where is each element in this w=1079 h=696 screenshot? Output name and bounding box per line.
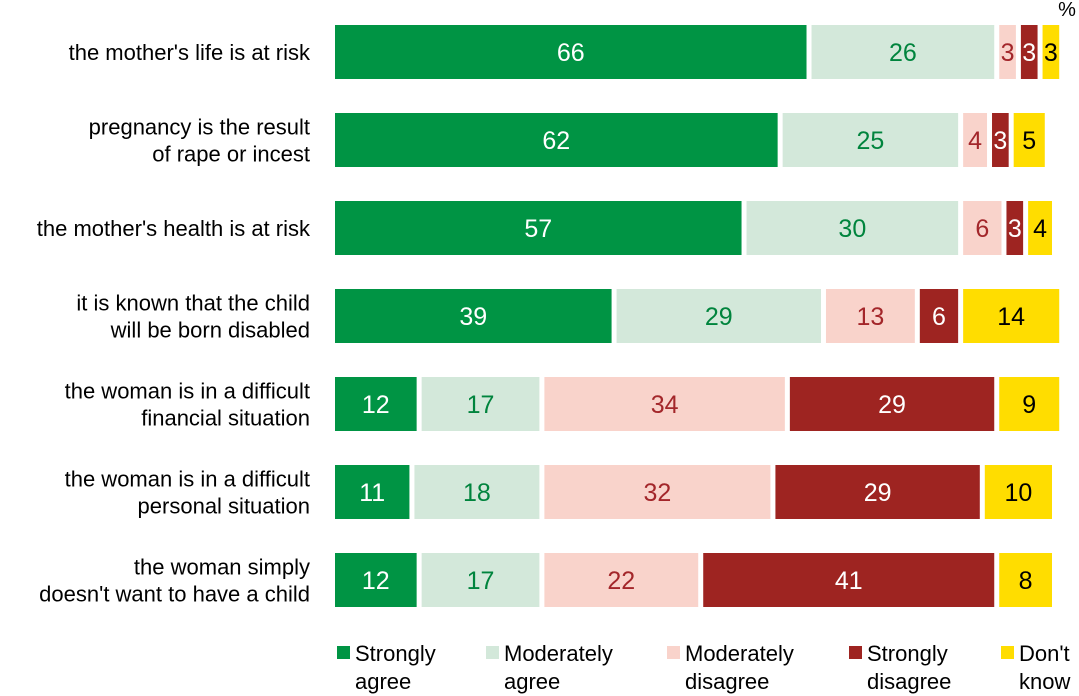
value-label-moderately-agree-row-1: 26 (889, 39, 917, 67)
bar-strongly-disagree-row-4 (919, 289, 959, 343)
value-label-strongly-disagree-row-3: 3 (1008, 215, 1022, 243)
category-labels: the mother's life is at risk pregnancy is… (37, 40, 311, 607)
bar-moderately-agree-row-3 (746, 201, 959, 255)
bar-strongly-disagree-row-2 (992, 113, 1009, 167)
value-label-moderately-agree-row-5: 17 (467, 391, 495, 419)
value-label-moderately-agree-row-4: 29 (705, 303, 733, 331)
legend-label-strongly-agree: Strongly agree (355, 641, 436, 694)
value-label-moderately-disagree-row-1: 3 (1001, 39, 1015, 67)
bar-strongly-agree-row-6 (335, 465, 410, 519)
bar-moderately-disagree-row-2 (963, 113, 988, 167)
bar-moderately-disagree-row-1 (999, 25, 1016, 79)
bar-don-t-know-row-6 (984, 465, 1052, 519)
value-label-strongly-agree-row-2: 62 (542, 127, 570, 155)
bar-moderately-disagree-row-3 (963, 201, 1002, 255)
value-label-moderately-disagree-row-3: 6 (975, 215, 989, 243)
bar-strongly-agree-row-4 (335, 289, 612, 343)
value-label-strongly-disagree-row-1: 3 (1022, 39, 1036, 67)
legend-swatch-moderately-agree (486, 646, 499, 659)
bar-strongly-agree-row-7 (335, 553, 417, 607)
bar-moderately-agree-row-4 (616, 289, 821, 343)
value-label-strongly-disagree-row-7: 41 (835, 567, 863, 595)
bar-don-t-know-row-1 (1042, 25, 1060, 79)
bar-moderately-agree-row-6 (414, 465, 540, 519)
value-label-don-t-know-row-4: 14 (997, 303, 1025, 331)
legend-label-moderately-disagree: Moderately disagree (685, 641, 794, 694)
bar-strongly-agree-row-3 (335, 201, 742, 255)
bar-moderately-agree-row-1 (811, 25, 995, 79)
legend: Strongly agree Moderately agree Moderately di… (337, 641, 1070, 694)
bar-don-t-know-row-2 (1013, 113, 1045, 167)
bar-strongly-disagree-row-7 (703, 553, 995, 607)
bar-strongly-agree-row-1 (335, 25, 807, 79)
legend-label-don-t-know: Don't know (1019, 641, 1070, 694)
bar-moderately-disagree-row-5 (544, 377, 785, 431)
value-label-don-t-know-row-2: 5 (1022, 127, 1036, 155)
bar-moderately-disagree-row-6 (544, 465, 771, 519)
bar-strongly-agree-row-2 (335, 113, 778, 167)
legend-label-moderately-agree: Moderately agree (504, 641, 613, 694)
value-label-strongly-disagree-row-2: 3 (993, 127, 1007, 155)
value-label-don-t-know-row-6: 10 (1004, 479, 1032, 507)
bar-strongly-disagree-row-1 (1020, 25, 1038, 79)
bar-strongly-disagree-row-5 (789, 377, 995, 431)
bar-don-t-know-row-5 (999, 377, 1060, 431)
value-label-moderately-agree-row-2: 25 (856, 127, 884, 155)
legend-swatch-strongly-agree (337, 646, 350, 659)
value-label-don-t-know-row-7: 8 (1019, 567, 1033, 595)
category-label-1: the mother's life is at risk (69, 40, 311, 65)
value-label-strongly-agree-row-6: 11 (359, 479, 385, 507)
bar-don-t-know-row-4 (963, 289, 1060, 343)
legend-swatch-strongly-disagree (849, 646, 862, 659)
bar-strongly-disagree-row-3 (1006, 201, 1024, 255)
bar-strongly-agree-row-5 (335, 377, 417, 431)
legend-swatch-don-t-know (1001, 646, 1014, 659)
category-label-7: the woman simply doesn't want to have a c… (39, 555, 310, 607)
category-label-6: the woman is in a difficult personal situ… (65, 467, 310, 519)
value-label-strongly-disagree-row-6: 29 (864, 479, 892, 507)
bar-moderately-agree-row-2 (782, 113, 959, 167)
value-label-moderately-agree-row-7: 17 (467, 567, 495, 595)
value-label-strongly-agree-row-3: 57 (524, 215, 552, 243)
value-label-moderately-disagree-row-6: 32 (643, 479, 671, 507)
bar-moderately-agree-row-5 (421, 377, 540, 431)
bar-moderately-disagree-row-7 (544, 553, 699, 607)
value-label-moderately-disagree-row-2: 4 (968, 127, 982, 155)
value-label-don-t-know-row-3: 4 (1033, 215, 1047, 243)
value-label-moderately-disagree-row-7: 22 (607, 567, 635, 595)
bar-don-t-know-row-7 (999, 553, 1052, 607)
value-label-don-t-know-row-5: 9 (1022, 391, 1036, 419)
legend-label-strongly-disagree: Strongly disagree (867, 641, 951, 694)
value-label-moderately-disagree-row-5: 34 (651, 391, 679, 419)
value-label-strongly-agree-row-1: 66 (557, 39, 585, 67)
value-label-strongly-disagree-row-4: 6 (932, 303, 946, 331)
category-label-4: it is known that the child will be born d… (76, 291, 310, 343)
bar-strongly-disagree-row-6 (775, 465, 980, 519)
value-label-moderately-agree-row-3: 30 (838, 215, 866, 243)
value-label-moderately-disagree-row-4: 13 (856, 303, 884, 331)
value-label-strongly-disagree-row-5: 29 (878, 391, 906, 419)
value-label-strongly-agree-row-7: 12 (362, 567, 390, 595)
value-label-moderately-agree-row-6: 18 (463, 479, 491, 507)
category-label-2: pregnancy is the result of rape or incest (89, 115, 310, 167)
bar-don-t-know-row-3 (1028, 201, 1052, 255)
bar-moderately-disagree-row-4 (825, 289, 915, 343)
value-label-don-t-know-row-1: 3 (1044, 39, 1058, 67)
bar-moderately-agree-row-7 (421, 553, 540, 607)
value-label-strongly-agree-row-5: 12 (362, 391, 390, 419)
unit-label: % (1058, 0, 1076, 21)
category-label-3: the mother's health is at risk (37, 216, 311, 241)
category-label-5: the woman is in a difficult financial sit… (65, 379, 310, 431)
legend-swatch-moderately-disagree (667, 646, 680, 659)
value-label-strongly-agree-row-4: 39 (459, 303, 487, 331)
